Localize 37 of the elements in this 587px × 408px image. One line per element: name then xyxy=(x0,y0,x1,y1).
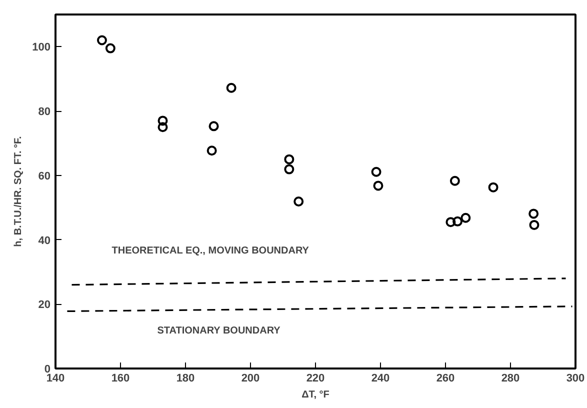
point xyxy=(96,35,107,46)
point xyxy=(528,208,539,219)
annotation: THEORETICAL EQ., MOVING BOUNDARY xyxy=(112,245,310,256)
x-axis-title: ΔT, °F xyxy=(302,390,330,400)
x-tick-label: 200 xyxy=(241,372,260,384)
y-axis-title: h, B.T.U./HR. SQ. FT. °F. xyxy=(13,136,24,247)
point xyxy=(446,217,456,228)
point xyxy=(206,146,217,156)
point xyxy=(371,166,382,177)
y-tick-label: 40 xyxy=(38,234,51,247)
x-tick-label: 220 xyxy=(306,372,325,384)
point xyxy=(226,82,236,93)
y-tick-label: 80 xyxy=(38,106,51,118)
point xyxy=(373,180,384,191)
y-tick-label: 20 xyxy=(38,299,51,312)
point xyxy=(208,121,219,132)
point xyxy=(450,176,460,186)
point xyxy=(488,182,498,192)
x-tick-label: 160 xyxy=(111,372,130,384)
point xyxy=(158,116,168,126)
y-tick-label: 100 xyxy=(32,42,51,54)
point xyxy=(529,220,540,230)
point xyxy=(452,216,463,226)
point xyxy=(284,164,294,174)
point xyxy=(158,122,168,132)
x-tick-label: 180 xyxy=(176,372,195,384)
x-tick-label: 300 xyxy=(566,372,585,384)
point xyxy=(284,154,294,164)
annotation: STATIONARY BOUNDARY xyxy=(157,326,281,337)
point xyxy=(460,212,471,223)
point xyxy=(294,196,304,206)
y-tick-label: 60 xyxy=(38,170,51,182)
x-tick-label: 240 xyxy=(371,372,390,384)
x-tick-label: 260 xyxy=(436,372,455,384)
x-tick-label: 280 xyxy=(501,372,520,384)
point xyxy=(105,43,116,54)
x-tick-label: 140 xyxy=(46,372,65,384)
